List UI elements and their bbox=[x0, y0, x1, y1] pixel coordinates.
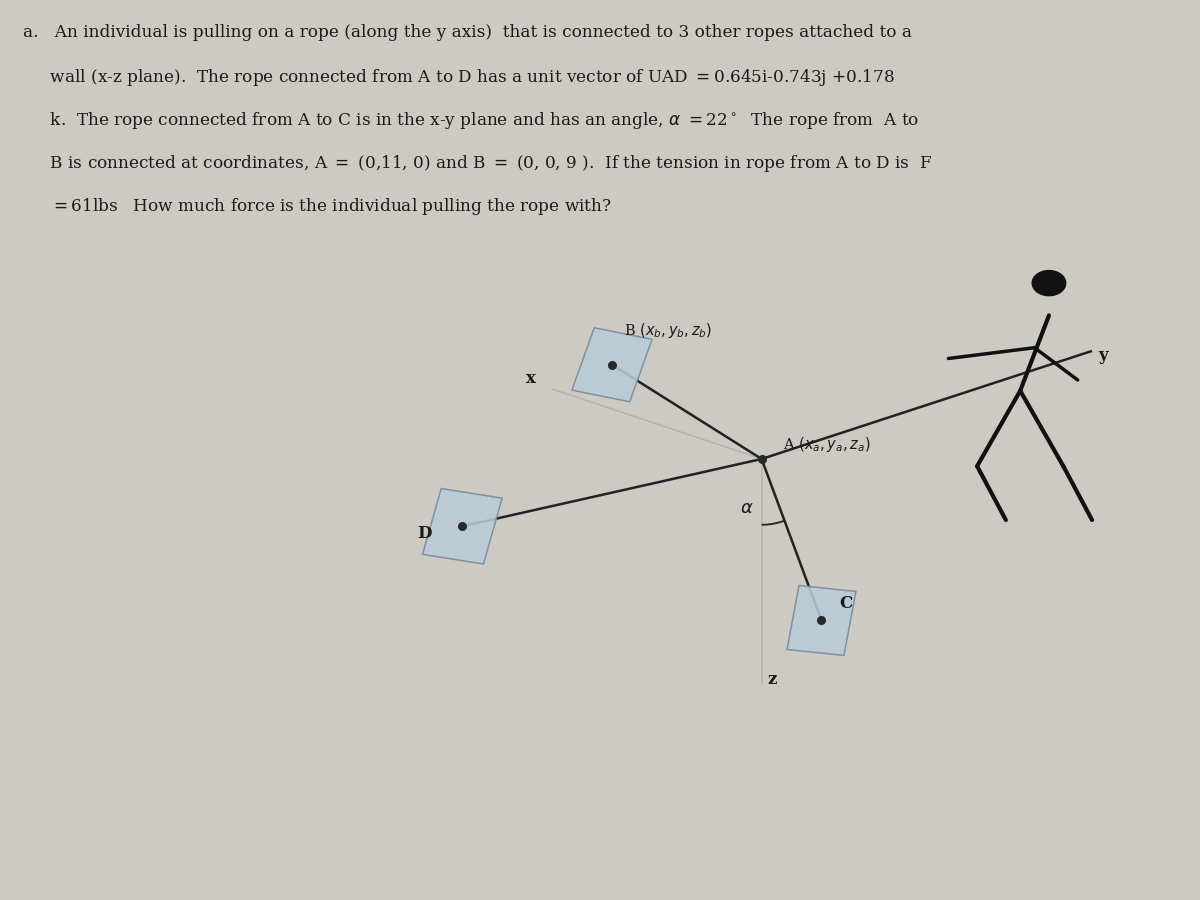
Circle shape bbox=[1032, 271, 1066, 296]
Text: D: D bbox=[416, 525, 431, 542]
Text: C: C bbox=[840, 595, 853, 611]
Text: y: y bbox=[1098, 347, 1108, 365]
Text: A $(x_a, y_a, z_a)$: A $(x_a, y_a, z_a)$ bbox=[784, 436, 871, 454]
Polygon shape bbox=[572, 328, 652, 401]
Text: $\alpha$: $\alpha$ bbox=[740, 499, 754, 517]
Text: B is connected at coordinates, A $=$ (0,11, 0) and B $=$ (0, 0, 9 ).  If the ten: B is connected at coordinates, A $=$ (0,… bbox=[23, 153, 932, 174]
Text: a.   An individual is pulling on a rope (along the y axis)  that is connected to: a. An individual is pulling on a rope (a… bbox=[23, 23, 912, 40]
Polygon shape bbox=[787, 586, 856, 655]
Text: k.  The rope connected from A to C is in the x-y plane and has an angle, $\alpha: k. The rope connected from A to C is in … bbox=[23, 110, 919, 131]
Text: wall (x-z plane).  The rope connected from A to D has a unit vector of UAD $=$0.: wall (x-z plane). The rope connected fro… bbox=[23, 67, 895, 88]
Text: z: z bbox=[768, 670, 776, 688]
Polygon shape bbox=[422, 489, 502, 564]
Text: B $(x_b, y_b, z_b)$: B $(x_b, y_b, z_b)$ bbox=[624, 320, 713, 339]
Text: $=$61lbs   How much force is the individual pulling the rope with?: $=$61lbs How much force is the individua… bbox=[23, 196, 612, 217]
Text: x: x bbox=[526, 370, 535, 387]
